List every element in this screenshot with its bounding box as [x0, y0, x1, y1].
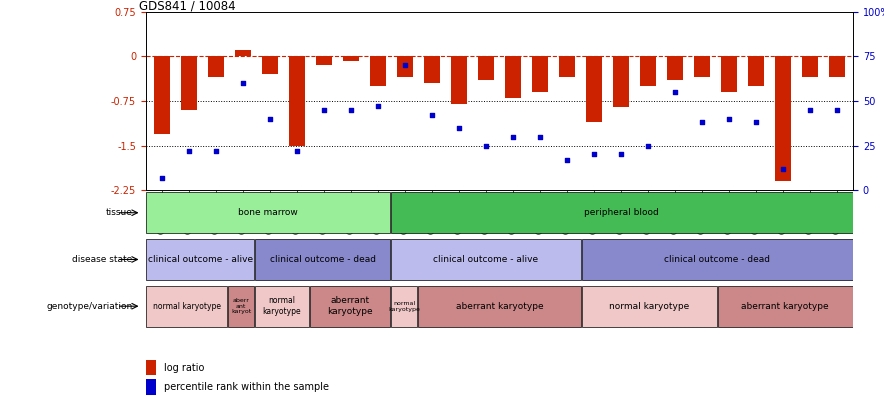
Point [209, 148, 223, 154]
Bar [154, 56, 170, 133]
Bar [718, 286, 852, 327]
Bar [181, 56, 197, 110]
Bar [370, 56, 386, 86]
Point [749, 119, 763, 126]
Bar [392, 286, 417, 327]
Bar [392, 239, 581, 280]
Point [667, 89, 682, 95]
Bar [694, 56, 710, 77]
Point [452, 124, 466, 131]
Text: disease state: disease state [72, 255, 133, 264]
Bar [802, 56, 818, 77]
Point [290, 148, 304, 154]
Bar [309, 286, 390, 327]
Text: normal
karyotype: normal karyotype [388, 301, 420, 312]
Text: clinical outcome - dead: clinical outcome - dead [270, 255, 376, 264]
Point [182, 148, 196, 154]
Point [155, 174, 169, 181]
Point [722, 116, 736, 122]
Point [776, 166, 790, 172]
Bar [613, 56, 629, 107]
Bar [208, 56, 225, 77]
Point [236, 80, 250, 86]
Bar [262, 56, 278, 74]
Bar [451, 56, 467, 104]
Text: log ratio: log ratio [164, 362, 204, 373]
Bar [424, 56, 440, 83]
Point [398, 62, 412, 69]
Point [506, 133, 520, 140]
Text: peripheral blood: peripheral blood [584, 208, 659, 217]
Bar [146, 379, 156, 395]
Point [344, 107, 358, 113]
Text: aberrant karyotype: aberrant karyotype [455, 302, 544, 311]
Bar [505, 56, 521, 98]
Point [803, 107, 817, 113]
Bar [228, 286, 254, 327]
Bar [147, 192, 390, 233]
Bar [146, 360, 156, 375]
Text: aberrant karyotype: aberrant karyotype [742, 302, 829, 311]
Text: tissue: tissue [106, 208, 133, 217]
Text: aberr
ant
karyot: aberr ant karyot [231, 298, 251, 314]
Bar [235, 50, 251, 56]
Text: normal karyotype: normal karyotype [153, 302, 221, 311]
Bar [289, 56, 305, 145]
Bar [582, 286, 717, 327]
Point [560, 156, 574, 163]
Point [263, 116, 277, 122]
Point [425, 112, 439, 118]
Bar [532, 56, 548, 92]
Bar [667, 56, 683, 80]
Bar [582, 239, 852, 280]
Text: normal karyotype: normal karyotype [609, 302, 690, 311]
Bar [748, 56, 764, 86]
Text: clinical outcome - dead: clinical outcome - dead [664, 255, 770, 264]
Text: normal
karyotype: normal karyotype [263, 297, 301, 316]
Text: genotype/variation: genotype/variation [46, 302, 133, 311]
Bar [418, 286, 581, 327]
Bar [559, 56, 575, 77]
Text: clinical outcome - alive: clinical outcome - alive [148, 255, 253, 264]
Bar [829, 56, 845, 77]
Point [479, 142, 493, 148]
Bar [147, 239, 254, 280]
Bar [255, 286, 309, 327]
Bar [255, 239, 390, 280]
Text: aberrant
karyotype: aberrant karyotype [327, 297, 373, 316]
Bar [147, 286, 227, 327]
Point [695, 119, 709, 126]
Point [587, 151, 601, 158]
Text: percentile rank within the sample: percentile rank within the sample [164, 382, 329, 392]
Point [317, 107, 332, 113]
Text: bone marrow: bone marrow [239, 208, 298, 217]
Bar [720, 56, 737, 92]
Bar [316, 56, 332, 65]
Point [371, 103, 385, 109]
Text: clinical outcome - alive: clinical outcome - alive [433, 255, 538, 264]
Point [613, 151, 628, 158]
Point [830, 107, 844, 113]
Point [641, 142, 655, 148]
Bar [586, 56, 602, 122]
Bar [397, 56, 413, 77]
Bar [343, 56, 359, 61]
Text: GDS841 / 10084: GDS841 / 10084 [139, 0, 235, 12]
Bar [478, 56, 494, 80]
Bar [640, 56, 656, 86]
Bar [392, 192, 852, 233]
Point [533, 133, 547, 140]
Bar [774, 56, 791, 181]
